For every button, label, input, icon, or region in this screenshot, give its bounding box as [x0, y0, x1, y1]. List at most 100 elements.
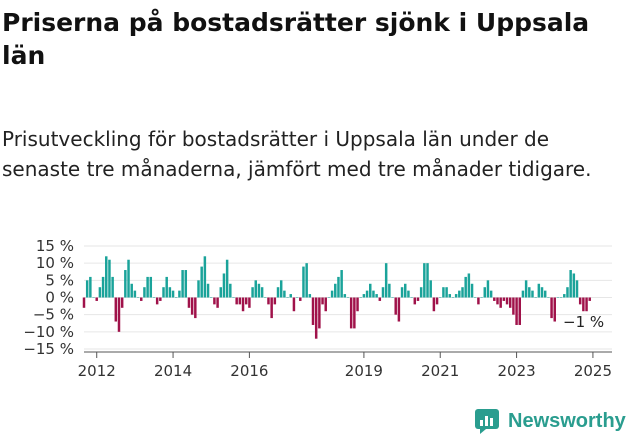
bar [308, 294, 312, 298]
y-tick-label: −10 % [23, 323, 74, 341]
bar [445, 287, 448, 298]
bar [264, 297, 267, 298]
bar [133, 290, 137, 298]
bar [359, 297, 362, 298]
bar [124, 270, 127, 298]
bar [442, 287, 445, 298]
bar [381, 287, 385, 298]
brand-name: Newsworthy [508, 409, 626, 432]
bar [569, 270, 572, 298]
page-subtitle: Prisutveckling för bostadsrätter i Uppsa… [2, 127, 592, 181]
bar [114, 297, 118, 322]
bar [203, 256, 207, 298]
bar [470, 283, 474, 298]
bar [232, 297, 235, 298]
bar [397, 297, 401, 322]
bar [216, 297, 219, 308]
bar [384, 263, 388, 298]
bar [171, 290, 175, 298]
bar [407, 290, 410, 298]
bar [85, 280, 89, 298]
bar [524, 280, 528, 298]
bar [89, 276, 92, 298]
bar [540, 287, 544, 298]
bar [493, 297, 496, 301]
bar [489, 290, 493, 298]
bar [410, 297, 413, 298]
bar [168, 287, 172, 298]
bar [435, 297, 439, 305]
bar [238, 297, 242, 305]
bar [105, 256, 108, 298]
bar [165, 276, 168, 298]
bar [486, 280, 490, 298]
bar [461, 287, 464, 298]
bar [543, 290, 547, 298]
bar [372, 290, 375, 298]
bar [505, 297, 509, 305]
bar [130, 283, 133, 298]
bar [155, 297, 159, 305]
bar [292, 297, 296, 312]
bar [318, 297, 321, 329]
bar [289, 294, 292, 298]
x-tick-label: 2012 [78, 362, 116, 380]
bar [276, 287, 280, 298]
bar [108, 259, 111, 298]
bar [464, 276, 467, 298]
bar [235, 297, 238, 305]
bar [547, 297, 550, 298]
bar [295, 297, 299, 298]
bar [95, 297, 98, 301]
bar [559, 297, 563, 298]
bar [362, 294, 366, 298]
bar-chart: 15 %10 %5 %0 %−5 %−10 %−15 % 2012 2014 201… [23, 237, 612, 380]
bar [346, 297, 350, 298]
bar [419, 287, 423, 298]
bar [111, 276, 114, 298]
bar [244, 297, 248, 305]
bar [499, 297, 502, 308]
bar [187, 297, 191, 308]
bar [299, 297, 302, 301]
bar [181, 270, 184, 298]
bar [378, 297, 382, 301]
bar [340, 270, 343, 298]
bars [82, 256, 591, 339]
bar [556, 297, 560, 298]
bar [143, 287, 146, 298]
bar [534, 297, 537, 298]
x-axis: 2012 2014 2016 2019 2021 2023 2025 [78, 352, 612, 380]
bar [162, 287, 165, 298]
bar [426, 263, 429, 298]
bar [458, 290, 461, 298]
y-tick-label: 0 % [45, 289, 74, 307]
x-tick-label: 2025 [574, 362, 612, 380]
bar [251, 287, 254, 298]
bar [394, 297, 397, 315]
bar [302, 266, 305, 298]
chart-bubble-icon [475, 409, 499, 434]
bar [356, 297, 359, 312]
bar [404, 283, 407, 298]
bar [429, 280, 432, 298]
bar [528, 287, 531, 298]
bar [432, 297, 436, 312]
bar [286, 297, 289, 298]
bar [496, 297, 499, 305]
x-tick-label: 2014 [154, 362, 192, 380]
brand-logo: Newsworthy [474, 408, 626, 434]
bar [578, 297, 582, 305]
bar [117, 297, 121, 332]
bar [194, 297, 197, 319]
y-tick-label: 5 % [45, 271, 74, 289]
bar [175, 297, 178, 298]
bar [152, 297, 156, 298]
bar [365, 290, 369, 298]
bar [413, 297, 417, 305]
bar [349, 297, 353, 329]
bar [391, 297, 394, 298]
bar [219, 287, 223, 298]
y-tick-label: −15 % [23, 340, 74, 358]
y-tick-label: 10 % [36, 254, 74, 272]
